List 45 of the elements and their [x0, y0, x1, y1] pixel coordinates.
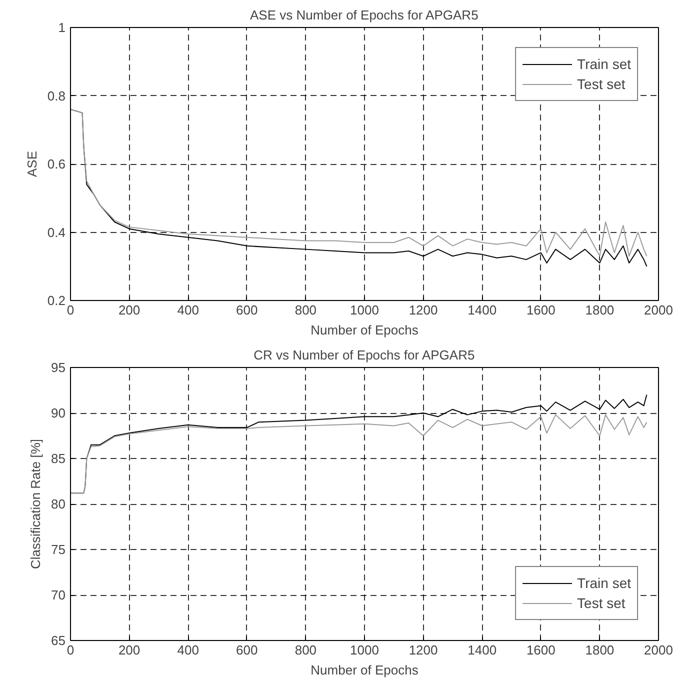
- legend-label: Test set: [577, 76, 626, 92]
- y-tick-label: 95: [51, 360, 66, 375]
- y-tick-label: 0.6: [47, 156, 66, 172]
- y-tick-label: 0.4: [47, 224, 66, 240]
- line-series: [70, 414, 648, 494]
- legend-label: Train set: [577, 56, 631, 72]
- y-tick-label: 80: [51, 496, 66, 512]
- x-tick-label: 1400: [468, 642, 497, 658]
- y-tick-label: 75: [51, 542, 66, 557]
- chart-title: ASE vs Number of Epochs for APGAR5: [250, 8, 478, 22]
- x-tick-label: 1400: [468, 302, 497, 318]
- y-axis-title: ASE: [24, 150, 40, 178]
- x-tick-label: 1200: [408, 642, 438, 658]
- x-tick-label: 600: [236, 302, 258, 318]
- x-tick-label: 1000: [350, 302, 379, 318]
- y-tick-label: 65: [51, 633, 66, 648]
- y-axis-title: Classification Rate [%]: [28, 438, 44, 570]
- x-tick-label: 200: [118, 642, 140, 658]
- x-axis-title: Number of Epochs: [310, 322, 419, 338]
- x-tick-label: 1000: [350, 642, 379, 658]
- y-tick-label: 1: [58, 20, 66, 35]
- x-tick-label: 0: [66, 642, 74, 658]
- x-tick-label: 400: [177, 642, 199, 658]
- x-tick-label: 2000: [644, 302, 673, 318]
- x-tick-label: 200: [118, 302, 140, 318]
- x-tick-label: 400: [177, 302, 199, 318]
- x-tick-label: 1800: [585, 642, 614, 658]
- x-tick-label: 800: [294, 302, 317, 318]
- y-tick-label: 70: [51, 588, 66, 602]
- x-tick-label: 600: [236, 642, 258, 658]
- x-tick-label: 2000: [644, 642, 673, 658]
- x-tick-label: 0: [66, 302, 74, 318]
- y-tick-label: 0.8: [47, 88, 66, 104]
- x-tick-label: 1200: [408, 302, 438, 318]
- x-tick-label: 1800: [585, 302, 614, 318]
- chart-title: CR vs Number of Epochs for APGAR5: [254, 348, 475, 362]
- y-tick-label: 90: [51, 406, 66, 420]
- x-tick-label: 800: [294, 642, 317, 658]
- x-axis-title: Number of Epochs: [310, 662, 419, 678]
- x-tick-label: 1600: [526, 302, 556, 318]
- x-tick-label: 1600: [526, 642, 556, 658]
- legend-label: Train set: [577, 575, 631, 591]
- y-tick-label: 85: [51, 451, 66, 466]
- legend-label: Test set: [577, 595, 626, 611]
- y-tick-label: 0.2: [47, 293, 66, 308]
